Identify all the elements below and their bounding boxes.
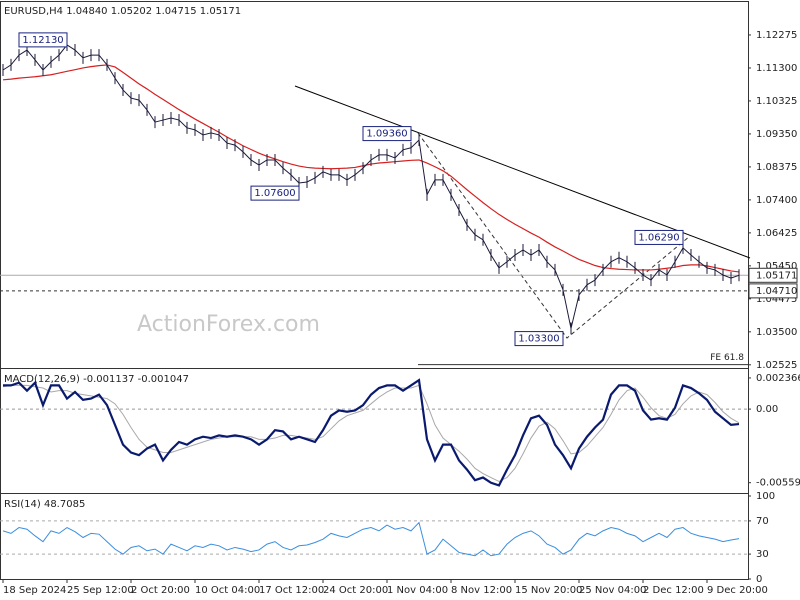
y-tick-label: 1.06425 bbox=[756, 228, 797, 239]
price-annotation-box bbox=[514, 331, 564, 347]
y-tick-label: 1.12275 bbox=[756, 30, 797, 41]
price-annotation: 1.12130 bbox=[22, 35, 63, 46]
y-tick-label: 1.08375 bbox=[756, 162, 797, 173]
price-level-label: 1.05171 bbox=[756, 270, 797, 281]
x-tick-label: 25 Nov 04:00 bbox=[579, 585, 646, 596]
y-tick-label: 1.07400 bbox=[756, 195, 797, 206]
y-tick-label: 1.10325 bbox=[756, 96, 797, 107]
series-line bbox=[2, 521, 740, 557]
price-annotation: 1.09360 bbox=[366, 129, 407, 140]
y-tick-label: 1.02525 bbox=[756, 360, 797, 371]
x-tick-label: 18 Sep 2024 bbox=[3, 585, 66, 596]
price-annotation-box bbox=[362, 126, 412, 142]
x-tick-label: 24 Oct 20:00 bbox=[323, 585, 388, 596]
price-level-box bbox=[748, 283, 798, 299]
y-tick-label: 0 bbox=[756, 574, 762, 585]
price-level-label: 1.04710 bbox=[756, 286, 797, 297]
y-tick-label: 1.11300 bbox=[756, 63, 797, 74]
price-annotation-box bbox=[250, 185, 300, 201]
price-annotation: 1.03300 bbox=[518, 334, 559, 345]
x-tick-label: 15 Nov 20:00 bbox=[515, 585, 582, 596]
fe-label: FE 61.8 bbox=[710, 353, 744, 363]
y-tick-label: 0.00 bbox=[756, 404, 778, 415]
x-tick-label: 2 Oct 20:00 bbox=[131, 585, 190, 596]
price-annotation-box bbox=[18, 32, 68, 48]
price-level-box bbox=[748, 267, 798, 283]
y-tick-label: 1.03500 bbox=[756, 327, 797, 338]
price-annotation: 1.06290 bbox=[638, 232, 679, 243]
chart-title: EURUSD,H4 1.04840 1.05202 1.04715 1.0517… bbox=[4, 6, 241, 17]
x-tick-label: 1 Nov 04:00 bbox=[387, 585, 448, 596]
y-tick-label: 1.09350 bbox=[756, 129, 797, 140]
y-tick-label: 0.002366 bbox=[756, 373, 800, 384]
x-tick-label: 25 Sep 12:00 bbox=[67, 585, 134, 596]
y-tick-label: 100 bbox=[756, 491, 775, 502]
series-line bbox=[2, 384, 740, 483]
x-tick-label: 10 Oct 04:00 bbox=[195, 585, 260, 596]
x-tick-label: 9 Dec 20:00 bbox=[707, 585, 768, 596]
y-tick-label: 70 bbox=[756, 516, 769, 527]
trendline bbox=[294, 85, 751, 259]
watermark: ActionForex.com bbox=[137, 312, 320, 337]
series-line bbox=[2, 44, 740, 329]
y-tick-label: -0.005593 bbox=[756, 478, 800, 489]
series-line bbox=[3, 378, 740, 487]
macd-title: MACD(12,26,9) -0.001137 -0.001047 bbox=[4, 374, 189, 385]
x-tick-label: 8 Nov 12:00 bbox=[451, 585, 512, 596]
y-tick-label: 1.05450 bbox=[756, 261, 797, 272]
y-tick-label: 1.04475 bbox=[756, 294, 797, 305]
rsi-title: RSI(14) 48.7085 bbox=[4, 499, 85, 510]
x-tick-label: 17 Oct 12:00 bbox=[259, 585, 324, 596]
price-annotation-box bbox=[634, 229, 684, 245]
x-tick-label: 2 Dec 12:00 bbox=[643, 585, 704, 596]
y-tick-label: 30 bbox=[756, 549, 769, 560]
price-annotation: 1.07600 bbox=[254, 188, 295, 199]
